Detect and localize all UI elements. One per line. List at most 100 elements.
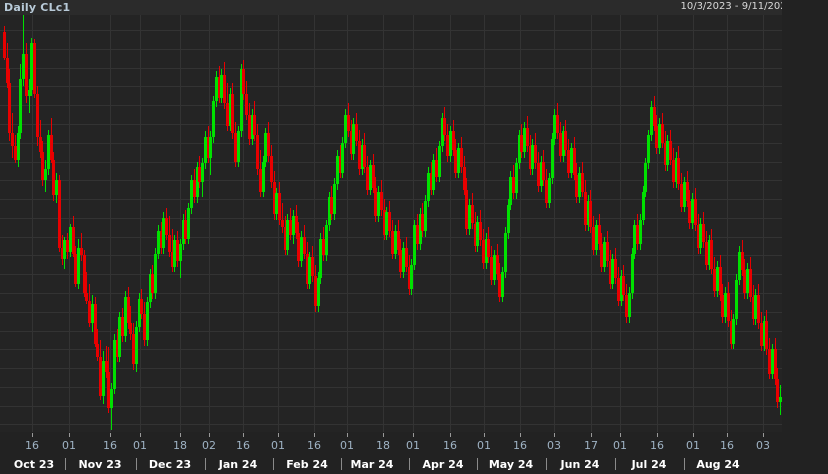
candle-body — [779, 397, 782, 402]
date-tick-mark — [243, 433, 244, 437]
candle-body — [559, 133, 562, 156]
candle-body — [63, 240, 66, 260]
candle-body — [91, 304, 94, 324]
candle-body — [311, 257, 314, 277]
candle-body — [598, 225, 601, 245]
candle-body — [204, 137, 207, 164]
candle-body — [149, 274, 152, 303]
candle-body — [405, 247, 408, 267]
gridline-horizontal — [0, 406, 782, 407]
candle-body — [686, 182, 689, 201]
candle-body — [746, 268, 749, 293]
candle-body — [658, 123, 661, 149]
candle-body — [430, 172, 433, 190]
candle-body — [584, 191, 587, 226]
gridline-vertical — [314, 15, 315, 432]
date-tick-label-day: 16 — [443, 439, 457, 452]
candle-body — [30, 43, 33, 91]
date-tick-label-day: 16 — [650, 439, 664, 452]
candle-body — [518, 135, 521, 164]
candle-body — [644, 163, 647, 192]
candle-body — [443, 118, 446, 136]
date-tick-mark — [314, 433, 315, 437]
gridline-horizontal — [0, 199, 782, 200]
candle-wick — [29, 78, 30, 113]
gridline-horizontal — [0, 331, 782, 332]
candle-body — [8, 82, 11, 134]
candle-body — [575, 174, 578, 198]
candle-body — [171, 251, 174, 267]
candle-body — [336, 155, 339, 185]
candle-body — [537, 163, 540, 186]
candle-body — [330, 197, 333, 215]
candle-body — [352, 123, 355, 154]
date-range-label: 10/3/2023 - 9/11/2024 (NYC) — [680, 1, 824, 12]
date-tick-label-day: 16 — [720, 439, 734, 452]
chart-plot-area[interactable] — [0, 15, 782, 432]
candle-body — [487, 238, 490, 258]
date-tick-label-day: 16 — [513, 439, 527, 452]
candle-body — [341, 142, 344, 173]
candle-body — [496, 255, 499, 275]
candle-body — [573, 148, 576, 175]
date-tick-mark — [383, 433, 384, 437]
candle-body — [399, 249, 402, 273]
candle-body — [636, 225, 639, 245]
candle-body — [223, 75, 226, 104]
date-tick-label-month: Jun 24 — [560, 458, 600, 471]
candle-body — [116, 339, 119, 357]
candle-body — [110, 388, 113, 408]
candle-body — [752, 296, 755, 320]
candle-body — [273, 182, 276, 215]
candle-body — [322, 238, 325, 256]
candle-body — [391, 231, 394, 254]
candle-body — [182, 219, 185, 245]
candle-body — [289, 219, 292, 235]
gridline-horizontal — [0, 105, 782, 106]
candle-body — [669, 140, 672, 160]
month-separator — [684, 458, 685, 470]
gridline-vertical — [180, 15, 181, 432]
month-separator — [546, 458, 547, 470]
candle-body — [383, 210, 386, 235]
candle-body — [765, 321, 768, 350]
candle-body — [474, 223, 477, 247]
candle-body — [529, 146, 532, 170]
candle-body — [366, 167, 369, 190]
gridline-horizontal — [0, 162, 782, 163]
candle-body — [33, 43, 36, 94]
candle-body — [377, 191, 380, 216]
date-tick-mark — [450, 433, 451, 437]
candle-wick — [23, 15, 24, 87]
candle-body — [531, 144, 534, 169]
candle-body — [328, 197, 331, 226]
candle-body — [229, 93, 232, 126]
gridline-horizontal — [0, 424, 782, 425]
gridline-vertical — [413, 15, 414, 432]
candle-body — [460, 148, 463, 168]
candle-body — [83, 255, 86, 293]
candle-body — [713, 268, 716, 292]
candle-body — [449, 131, 452, 156]
candle-body — [190, 180, 193, 209]
candle-body — [512, 176, 515, 194]
candle-body — [207, 137, 210, 158]
candle-body — [672, 159, 675, 183]
candle-body — [22, 54, 25, 79]
candle-body — [184, 219, 187, 239]
candle-body — [143, 313, 146, 340]
candle-body — [735, 279, 738, 320]
price-axis[interactable]: PriceUSDBbl 8988878685848382818079787776… — [782, 0, 828, 474]
date-axis[interactable]: 16 01 16 01 18 02 16 01 16 01 18 01 16 01 16 03 17 01 16 01… — [0, 432, 782, 474]
candle-body — [716, 266, 719, 292]
candle-body — [485, 238, 488, 263]
candle-body — [545, 180, 548, 203]
candle-body — [446, 135, 449, 156]
candle-body — [540, 161, 543, 186]
date-tick-label-day: 17 — [584, 439, 598, 452]
candle-body — [454, 150, 457, 173]
candle-body — [209, 137, 212, 158]
candle-body — [157, 231, 160, 254]
candle-body — [308, 257, 311, 284]
candle-body — [88, 300, 91, 324]
